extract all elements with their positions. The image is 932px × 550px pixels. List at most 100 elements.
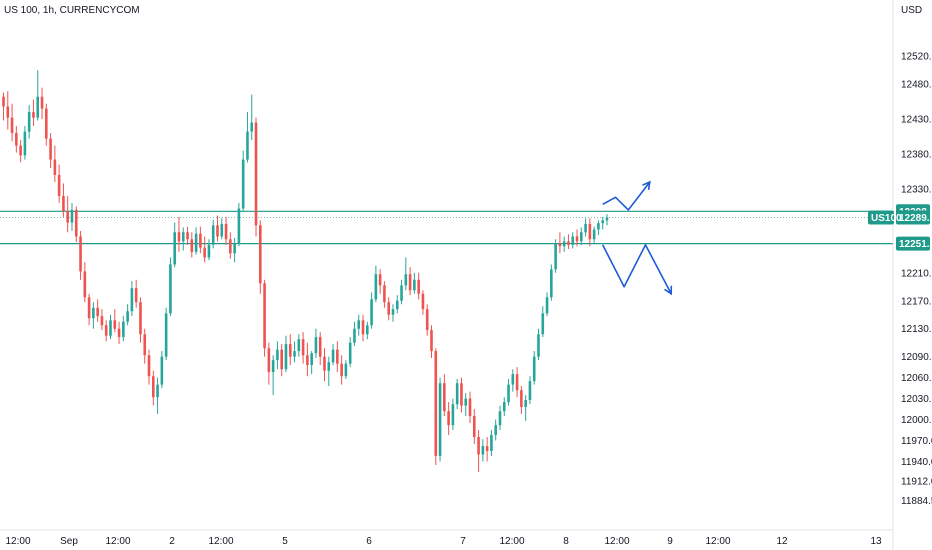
candle	[237, 202, 241, 247]
candle-body	[87, 297, 91, 319]
candle-body	[455, 383, 459, 405]
candle	[318, 332, 322, 366]
candle-body	[421, 293, 425, 310]
candle	[370, 292, 373, 329]
candle-body	[485, 446, 489, 451]
candle-body	[331, 349, 335, 363]
candle	[378, 269, 382, 294]
candle-body	[357, 320, 361, 329]
candle-body	[134, 288, 138, 303]
candle-body	[400, 285, 403, 301]
price-axis-labels[interactable]: 12520.0 12480.0 12430.0 12380.0 12330.0 12210…	[901, 52, 932, 507]
candle-body	[284, 344, 288, 370]
last-price-tag	[896, 210, 930, 225]
candle	[233, 237, 236, 263]
candle	[96, 299, 99, 322]
time-axis-labels[interactable]: 12:00 Sep 12:00 2 12:00 5 6 7 12:00 8 12:00 9 12:00 1…	[5, 536, 882, 547]
price-axis-label: 12000.0	[901, 415, 932, 426]
candle-body	[237, 208, 241, 244]
candle	[280, 344, 283, 377]
candle-body	[96, 307, 99, 317]
candle-body	[434, 351, 438, 456]
candle	[314, 328, 318, 359]
candle-body	[314, 337, 318, 354]
candle-body	[254, 122, 258, 226]
candle-body	[366, 325, 369, 335]
candle-body	[297, 339, 301, 352]
candle-body	[250, 122, 254, 132]
candle	[284, 335, 288, 373]
candle	[434, 348, 438, 465]
price-axis-label: 12480.0	[901, 80, 932, 91]
candle-body	[36, 96, 40, 118]
candle	[340, 355, 343, 385]
candle-body	[220, 223, 224, 237]
candle	[2, 92, 5, 121]
candle	[10, 103, 14, 142]
price-axis-label: 11912.0	[901, 477, 932, 488]
candle	[554, 239, 557, 273]
candle	[490, 430, 493, 456]
time-axis-label: 7	[460, 536, 466, 547]
candle	[23, 126, 27, 160]
candle-body	[520, 390, 523, 407]
candle	[126, 304, 129, 326]
candle	[413, 272, 416, 294]
candle-body	[374, 274, 378, 300]
candle	[494, 419, 497, 441]
candle-body	[259, 225, 262, 284]
price-axis-label: 12520.0	[901, 52, 932, 63]
candle	[532, 351, 536, 385]
time-axis-label: 13	[870, 536, 882, 547]
candle	[601, 216, 604, 230]
candle-body	[541, 313, 545, 335]
candle	[580, 227, 583, 245]
candle-body	[443, 383, 446, 412]
candle	[36, 70, 40, 121]
candle	[592, 226, 596, 244]
candle-body	[15, 133, 18, 146]
candle-body	[477, 437, 480, 455]
candle-body	[130, 288, 134, 312]
candle	[246, 112, 249, 163]
time-axis-label: 12:00	[604, 536, 629, 547]
candle	[267, 342, 271, 385]
candle-body	[288, 344, 292, 357]
candle	[528, 376, 532, 405]
last-price-label: 12289.2	[899, 213, 932, 224]
candle	[597, 220, 600, 236]
candle	[254, 117, 258, 237]
candle	[134, 279, 138, 308]
candle	[327, 356, 331, 387]
candle	[203, 236, 206, 263]
time-axis-label: 12:00	[105, 536, 130, 547]
candle	[366, 321, 369, 340]
candle-body	[19, 145, 22, 156]
candle-body	[545, 297, 549, 314]
candle-body	[152, 376, 155, 398]
candle	[323, 348, 326, 382]
candle	[139, 297, 142, 343]
chart-title: US 100, 1h, CURRENCYCOM	[4, 5, 140, 16]
candle	[558, 232, 562, 254]
price-axis-label: 12210.0	[901, 268, 932, 279]
candle	[109, 314, 112, 340]
candle	[113, 309, 117, 333]
candle	[468, 391, 472, 424]
candle	[438, 377, 442, 462]
candle-body	[468, 398, 472, 417]
candle	[550, 264, 553, 301]
candle-body	[554, 243, 557, 270]
candle	[507, 379, 510, 406]
candle-body	[592, 229, 596, 240]
candle	[408, 267, 412, 296]
price-axis-label: 12090.0	[901, 352, 932, 363]
candle-body	[147, 355, 151, 377]
candle-body	[10, 117, 14, 134]
candle	[45, 103, 48, 146]
price-axis-label: 12430.0	[901, 115, 932, 126]
candle	[571, 232, 575, 249]
candle-body	[383, 285, 386, 303]
candle	[481, 439, 485, 462]
